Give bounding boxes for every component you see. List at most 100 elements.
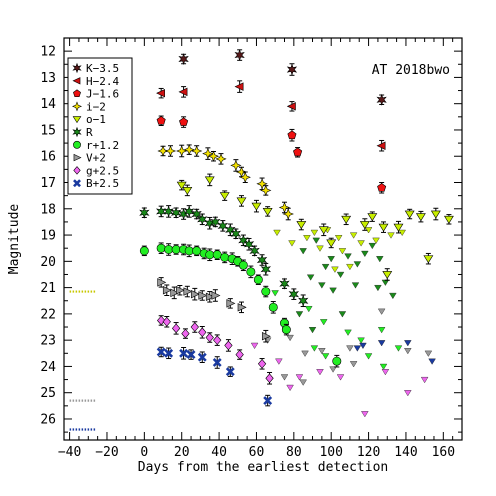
upper-limit-marker [329, 366, 337, 373]
legend-marker-r [72, 126, 82, 138]
x-axis-label: Days from the earliest detection [138, 460, 388, 475]
upper-limit-marker [424, 350, 433, 357]
upper-limit-marker [273, 229, 281, 237]
plot-frame [63, 37, 463, 441]
legend-label-r: R [86, 126, 93, 139]
legend-marker-j16 [73, 89, 81, 97]
data-point-v2 [162, 286, 172, 295]
upper-limit-marker [336, 271, 345, 279]
data-point-g25 [157, 315, 166, 326]
upper-limit-marker [364, 353, 373, 360]
data-point-o1 [318, 226, 329, 235]
detections-layer [139, 49, 454, 407]
data-point-b25 [164, 348, 174, 358]
data-point-o1 [219, 192, 230, 201]
data-point-g25 [198, 327, 207, 338]
upper-limit-marker [318, 348, 326, 355]
data-point-o1 [326, 239, 337, 248]
upper-limit-marker [321, 353, 330, 360]
data-point-b25 [263, 396, 273, 406]
data-point-r12 [253, 275, 263, 285]
data-point-v2 [170, 288, 180, 298]
data-point-r12 [332, 356, 342, 366]
upper-limit-marker [312, 237, 321, 244]
data-point-o1 [176, 181, 187, 190]
data-point-r12 [139, 246, 149, 256]
upper-limit-marker [404, 348, 412, 355]
data-point-r12 [156, 243, 166, 253]
data-point-j16 [287, 130, 297, 140]
data-point-i2 [215, 153, 227, 165]
y-tick-label: 17 [40, 176, 56, 191]
data-point-g25 [205, 332, 214, 343]
legend-label-k35: K−3.5 [86, 62, 119, 75]
upper-limit-marker [318, 282, 326, 289]
data-point-j16 [377, 183, 387, 192]
upper-limit-marker [299, 379, 307, 386]
data-point-r [225, 223, 236, 236]
data-point-v2 [237, 303, 247, 312]
data-point-g25 [224, 340, 233, 351]
x-tick-label: 0 [140, 445, 148, 460]
legend-label-b25: B+2.5 [86, 177, 119, 190]
data-point-h24 [286, 102, 296, 111]
upper-limit-marker [319, 319, 328, 326]
data-point-v2 [205, 292, 215, 302]
data-point-i2 [190, 145, 203, 157]
upper-limit-marker [331, 266, 339, 273]
data-point-o1 [404, 210, 415, 219]
upper-limit-marker [381, 279, 390, 286]
data-point-r [298, 294, 309, 307]
upper-limit-marker [250, 342, 259, 349]
legend-marker-b25 [73, 179, 81, 188]
y-tick-label: 18 [40, 202, 56, 217]
data-point-h24 [376, 141, 386, 150]
data-point-h24 [178, 87, 188, 97]
legend: K−3.5H−2.4J−1.6i−2o−1Rr+1.2V+2g+2.5B+2.5 [67, 57, 133, 195]
data-point-r12 [261, 287, 271, 297]
upper-limit-marker [344, 253, 352, 260]
upper-limit-marker [306, 274, 315, 281]
upper-limit-marker [295, 311, 304, 318]
legend-marker-g25 [73, 166, 81, 175]
y-tick-label: 14 [40, 97, 56, 112]
legend-marker-r12 [73, 140, 81, 149]
data-point-o1 [341, 215, 352, 224]
y-tick-label: 26 [40, 412, 56, 427]
data-point-b25 [197, 352, 207, 362]
upper-limit-marker [305, 306, 313, 313]
data-point-i2 [157, 145, 169, 157]
object-name-annotation: AT 2018bwo [372, 63, 450, 78]
data-point-b25 [179, 348, 189, 358]
upper-limit-marker [361, 411, 369, 418]
upper-limit-marker [389, 292, 397, 300]
data-point-o1 [415, 213, 426, 222]
data-point-v2 [183, 287, 193, 296]
upper-limit-marker [428, 358, 436, 365]
data-point-o1 [182, 187, 193, 195]
y-tick-label: 20 [40, 255, 56, 270]
data-point-r [184, 205, 195, 218]
data-point-v2 [157, 278, 167, 287]
data-point-o1 [251, 202, 262, 211]
upper-limit-marker [336, 374, 345, 381]
data-point-o1 [204, 176, 215, 185]
upper-limit-marker [338, 248, 347, 255]
data-point-v2 [226, 299, 236, 308]
data-point-o1 [359, 221, 370, 230]
data-point-r [256, 254, 268, 267]
upper-limit-marker [271, 290, 279, 297]
y-tick-label: 22 [40, 307, 56, 322]
y-tick-label: 23 [40, 334, 56, 349]
data-point-h24 [234, 82, 244, 91]
data-point-r [197, 213, 208, 226]
upper-limit-marker [377, 327, 386, 334]
upper-limit-marker [310, 229, 319, 237]
data-point-o1 [443, 215, 454, 224]
upper-limit-marker [377, 308, 386, 315]
upper-limit-marker [327, 256, 335, 263]
data-point-k35 [376, 93, 387, 106]
upper-limit-marker [349, 361, 358, 368]
data-point-r12 [212, 250, 222, 260]
